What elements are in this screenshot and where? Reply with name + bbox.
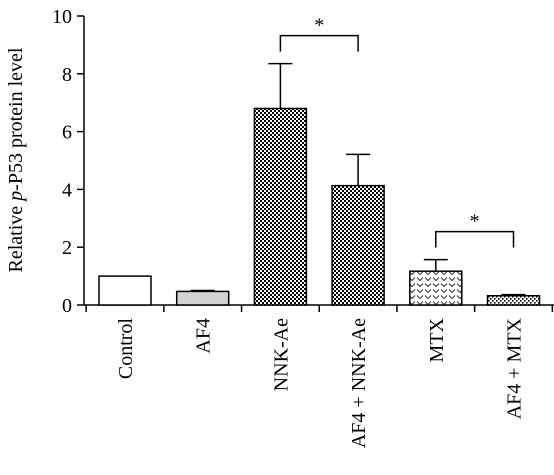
y-tick-label: 4	[62, 179, 72, 201]
bar	[253, 107, 308, 306]
significance-star: *	[470, 211, 480, 233]
bar	[486, 295, 541, 306]
x-tick-label: AF4	[193, 318, 215, 354]
y-tick-label: 2	[62, 237, 72, 259]
x-tick-label: AF4 + NNK-Ae	[348, 318, 370, 448]
x-tick-label: Control	[115, 318, 137, 380]
bars	[98, 62, 541, 306]
y-axis-title-italic: p	[5, 191, 27, 203]
y-axis-title: Relative p-P53 protein level	[5, 47, 27, 272]
significance-markers: **	[279, 15, 515, 248]
y-tick-label: 8	[62, 64, 72, 86]
bar	[409, 270, 463, 306]
y-axis-title-suffix: -P53 protein level	[5, 47, 27, 191]
y-axis-title-prefix: Relative	[5, 201, 27, 273]
bar	[98, 275, 152, 306]
axes: 0 2 4 6 8 10	[52, 6, 554, 317]
x-tick-label: NNK-Ae	[270, 318, 292, 391]
x-tick-label: MTX	[426, 317, 448, 362]
bar	[331, 184, 385, 306]
x-tick-labels: Control AF4 NNK-Ae AF4 + NNK-Ae MTX AF4 + MTX	[115, 317, 526, 448]
significance-bracket	[435, 230, 515, 248]
y-tick-label: 6	[62, 122, 72, 144]
significance-bracket	[279, 34, 359, 52]
y-tick-label: 10	[52, 6, 72, 28]
significance-star: *	[314, 15, 324, 37]
bar	[175, 290, 230, 306]
x-tick-label: AF4 + MTX	[504, 317, 526, 419]
y-tick-label: 0	[62, 295, 72, 317]
svg-text:Relative p-P53 protein level: Relative p-P53 protein level	[5, 47, 27, 272]
